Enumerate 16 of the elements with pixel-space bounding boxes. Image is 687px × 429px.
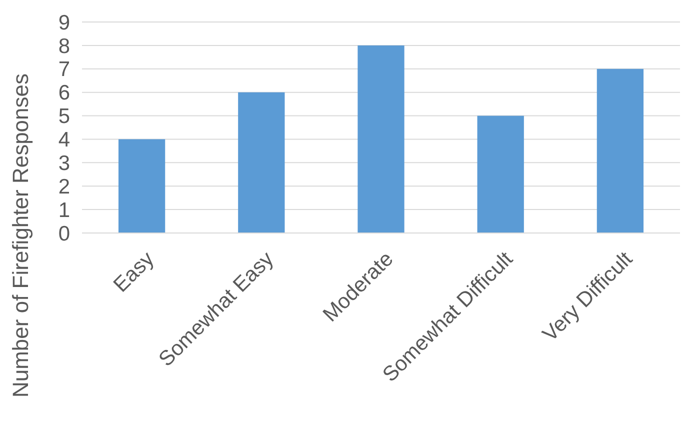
- bar: [596, 68, 644, 233]
- y-tick-label: 1: [58, 198, 70, 222]
- y-tick-label: 2: [58, 175, 70, 198]
- bar: [477, 116, 524, 233]
- y-tick-label: 4: [58, 128, 70, 152]
- y-tick-label: 5: [58, 105, 70, 128]
- y-tick-label: 0: [58, 222, 70, 246]
- y-axis-title: Number of Firefighter Responses: [8, 73, 33, 398]
- y-tick-label: 9: [58, 11, 70, 34]
- bar: [238, 92, 285, 233]
- y-tick-label: 8: [58, 34, 70, 58]
- y-tick-label: 6: [58, 82, 70, 105]
- y-tick-label: 3: [58, 152, 70, 176]
- y-tick-label: 7: [58, 58, 70, 82]
- bar: [118, 139, 166, 233]
- bar: [358, 45, 404, 233]
